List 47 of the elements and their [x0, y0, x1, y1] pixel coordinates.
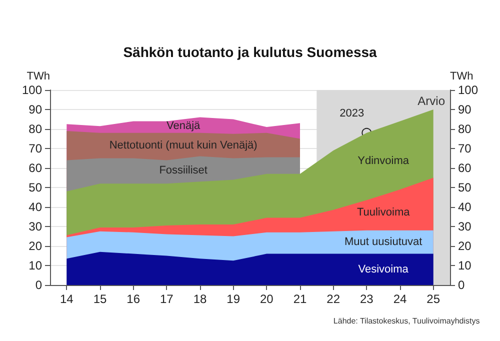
- chart-title: Sähkön tuotanto ja kulutus Suomessa: [123, 44, 378, 60]
- series-label: Ydinvoima: [358, 154, 410, 167]
- annotation: 2023: [340, 107, 364, 120]
- series-label: Nettotuonti (muut kuin Venäjä): [109, 140, 258, 152]
- x-tick-label: 21: [293, 292, 307, 306]
- y2-tick-label: 80: [458, 122, 472, 136]
- series-label: Venäjä: [166, 120, 202, 132]
- x-tick-label: 14: [60, 292, 74, 306]
- x-tick-label: 23: [360, 292, 374, 306]
- series-label: Fossiiliset: [159, 164, 208, 176]
- x-tick-label: 20: [260, 292, 274, 306]
- y-tick-label: 10: [28, 258, 42, 272]
- y-tick-label: 40: [28, 200, 42, 214]
- text: Lähde: Tilastokeskus, Tuulivoimayhdistys: [333, 316, 480, 326]
- series-label: Muut uusiutuvat: [344, 236, 422, 248]
- y-tick-label: 50: [28, 180, 42, 194]
- y2-tick-label: 100: [458, 83, 478, 97]
- y2-tick-label: 40: [458, 200, 472, 214]
- y2-tick-label: 30: [458, 220, 472, 234]
- y2-tick-label: 70: [458, 142, 472, 156]
- y2-tick-label: 10: [458, 258, 472, 272]
- series-label: Tuulivoima: [356, 206, 411, 219]
- y-tick-label: 60: [28, 161, 42, 175]
- y2-tick-label: 0: [458, 278, 465, 292]
- x-tick-label: 15: [93, 292, 107, 306]
- y-tick-label: 100: [22, 83, 42, 97]
- y-tick-label: 0: [35, 278, 42, 292]
- y2-axis-title: TWh: [450, 70, 474, 82]
- x-tick-label: 16: [126, 292, 140, 306]
- y2-tick-label: 90: [458, 102, 472, 116]
- y2-tick-label: 50: [458, 180, 472, 194]
- x-tick-label: 17: [160, 292, 174, 306]
- band-label: Arvio: [418, 94, 446, 108]
- x-tick-label: 19: [226, 292, 240, 306]
- y2-tick-label: 20: [458, 239, 472, 253]
- y2-tick-label: 60: [458, 161, 472, 175]
- series-label: Vesivoima: [358, 263, 410, 276]
- y-axis-title: TWh: [26, 70, 50, 82]
- y-tick-label: 20: [28, 239, 42, 253]
- x-tick-label: 18: [193, 292, 207, 306]
- y-tick-label: 70: [28, 142, 42, 156]
- y-tick-label: 90: [28, 102, 42, 116]
- y-tick-label: 30: [28, 220, 42, 234]
- y-tick-label: 80: [28, 122, 42, 136]
- x-tick-label: 25: [426, 292, 440, 306]
- x-tick-label: 24: [393, 292, 407, 306]
- x-tick-label: 22: [326, 292, 340, 306]
